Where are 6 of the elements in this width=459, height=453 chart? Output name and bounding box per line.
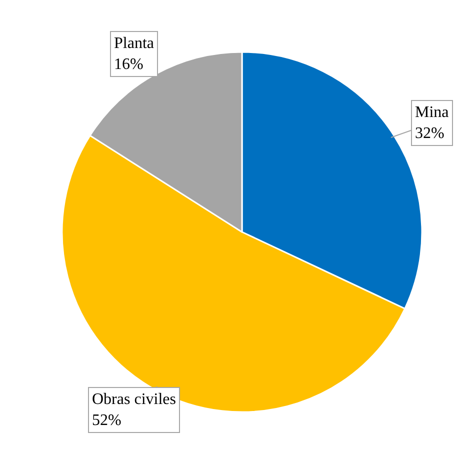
slice-label: Planta [114, 35, 154, 52]
data-label: 52% [92, 412, 122, 429]
slice-label: Obras civiles [92, 391, 176, 408]
slice-label: Mina [415, 104, 449, 121]
data-label: 16% [114, 56, 144, 73]
data-label: 32% [415, 124, 444, 142]
